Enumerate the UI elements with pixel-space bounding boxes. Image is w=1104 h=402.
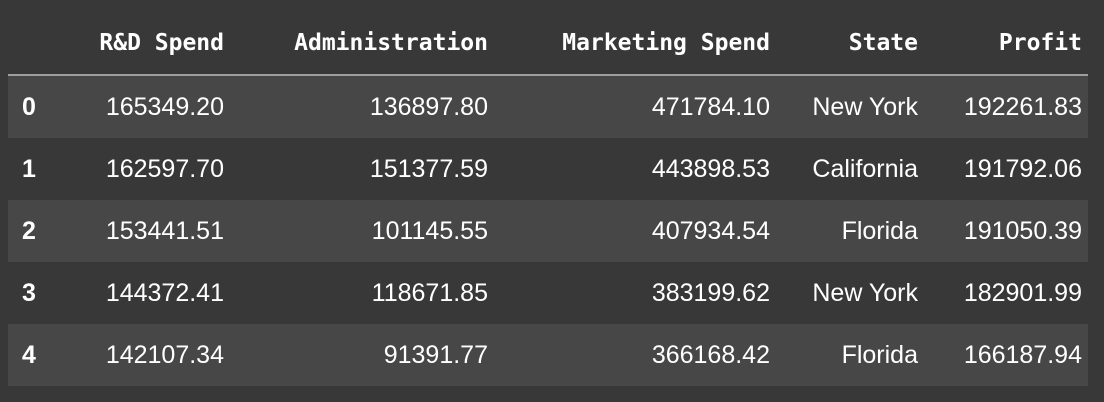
table-row: 3 144372.41 118671.85 383199.62 New York…	[8, 262, 1088, 324]
cell-administration: 151377.59	[369, 154, 488, 183]
table-row: 1 162597.70 151377.59 443898.53 Californ…	[8, 138, 1088, 200]
cell-rd-spend: 144372.41	[105, 278, 224, 307]
cell-marketing-spend: 443898.53	[651, 154, 770, 183]
cell-administration: 101145.55	[371, 216, 488, 245]
header-row: R&D Spend Administration Marketing Spend…	[8, 12, 1088, 76]
column-header-marketing-spend: Marketing Spend	[494, 12, 776, 76]
cell-profit: 192261.83	[963, 92, 1082, 121]
cell-profit: 182901.99	[963, 278, 1082, 307]
row-index: 0	[22, 92, 36, 121]
cell-state: Florida	[841, 216, 918, 245]
cell-marketing-spend: 383199.62	[651, 278, 770, 307]
cell-rd-spend: 165349.20	[105, 92, 224, 121]
cell-state: Florida	[841, 340, 918, 369]
column-header-administration: Administration	[230, 12, 494, 76]
cell-administration: 91391.77	[383, 340, 488, 369]
row-index: 1	[22, 154, 36, 183]
dataframe-table: R&D Spend Administration Marketing Spend…	[8, 12, 1088, 386]
table-row: 2 153441.51 101145.55 407934.54 Florida …	[8, 200, 1088, 262]
cell-profit: 166187.94	[963, 340, 1082, 369]
table-header: R&D Spend Administration Marketing Spend…	[8, 12, 1088, 76]
cell-marketing-spend: 407934.54	[651, 216, 770, 245]
cell-administration: 136897.80	[369, 92, 488, 121]
row-index: 4	[22, 340, 36, 369]
table-row: 4 142107.34 91391.77 366168.42 Florida 1…	[8, 324, 1088, 386]
cell-marketing-spend: 366168.42	[651, 340, 770, 369]
cell-administration: 118671.85	[371, 278, 488, 307]
column-header-rd-spend: R&D Spend	[60, 12, 230, 76]
index-header	[8, 12, 60, 76]
table-body: 0 165349.20 136897.80 471784.10 New York…	[8, 75, 1088, 386]
cell-state: New York	[812, 92, 918, 121]
row-index: 2	[22, 216, 36, 245]
cell-rd-spend: 153441.51	[105, 216, 224, 245]
table-row: 0 165349.20 136897.80 471784.10 New York…	[8, 75, 1088, 138]
cell-marketing-spend: 471784.10	[651, 92, 770, 121]
column-header-state: State	[776, 12, 924, 76]
cell-rd-spend: 162597.70	[105, 154, 224, 183]
cell-profit: 191792.06	[963, 154, 1082, 183]
column-header-profit: Profit	[924, 12, 1088, 76]
cell-state: New York	[812, 278, 918, 307]
row-index: 3	[22, 278, 36, 307]
cell-profit: 191050.39	[963, 216, 1082, 245]
cell-rd-spend: 142107.34	[105, 340, 224, 369]
cell-state: California	[812, 154, 918, 183]
